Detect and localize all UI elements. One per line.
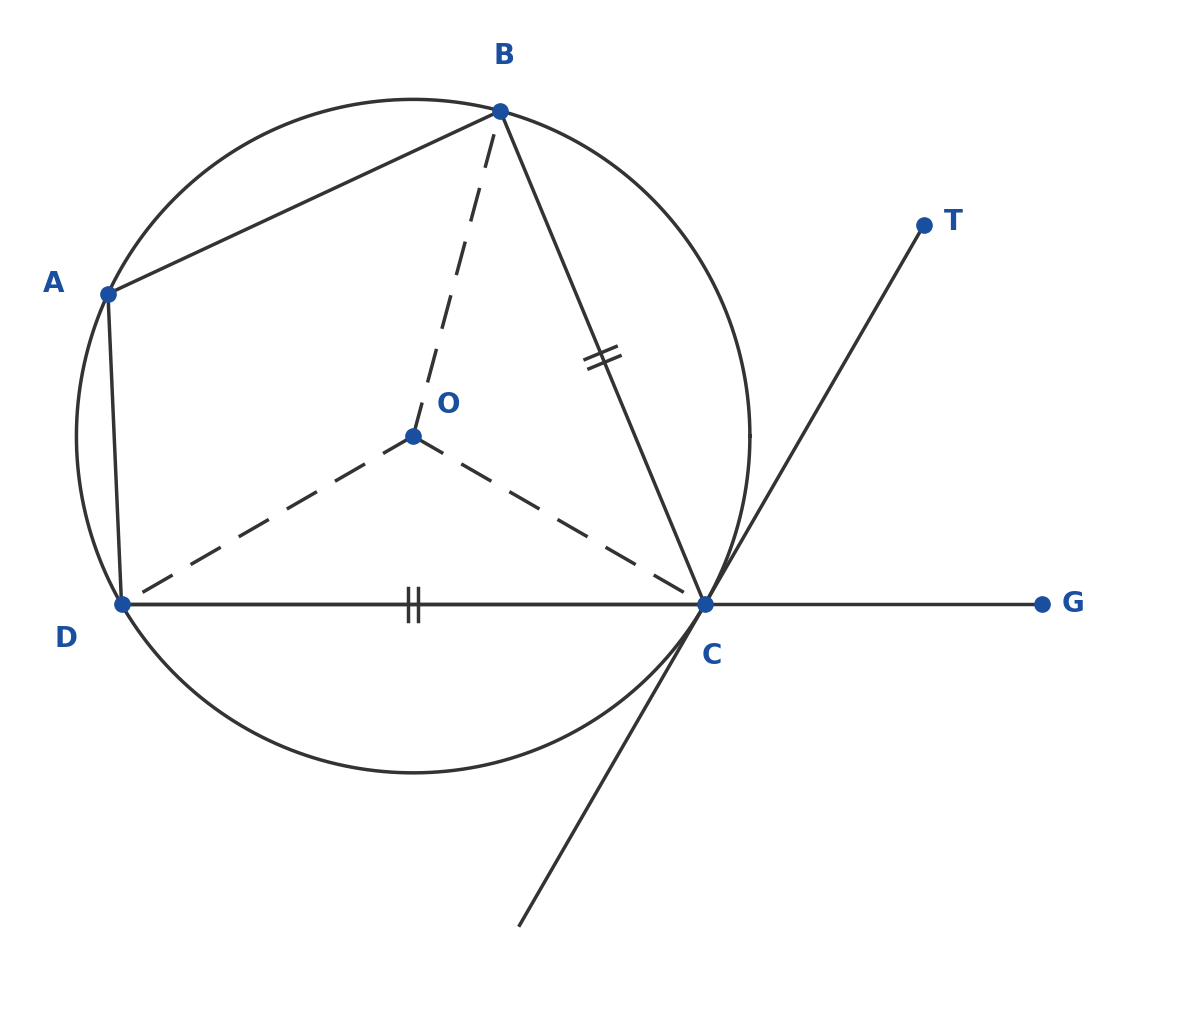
Text: O: O: [437, 391, 461, 420]
Text: D: D: [55, 625, 78, 653]
Text: T: T: [944, 208, 962, 236]
Text: B: B: [493, 42, 515, 71]
Text: G: G: [1062, 591, 1085, 619]
Text: A: A: [43, 270, 64, 298]
Text: C: C: [701, 641, 721, 670]
